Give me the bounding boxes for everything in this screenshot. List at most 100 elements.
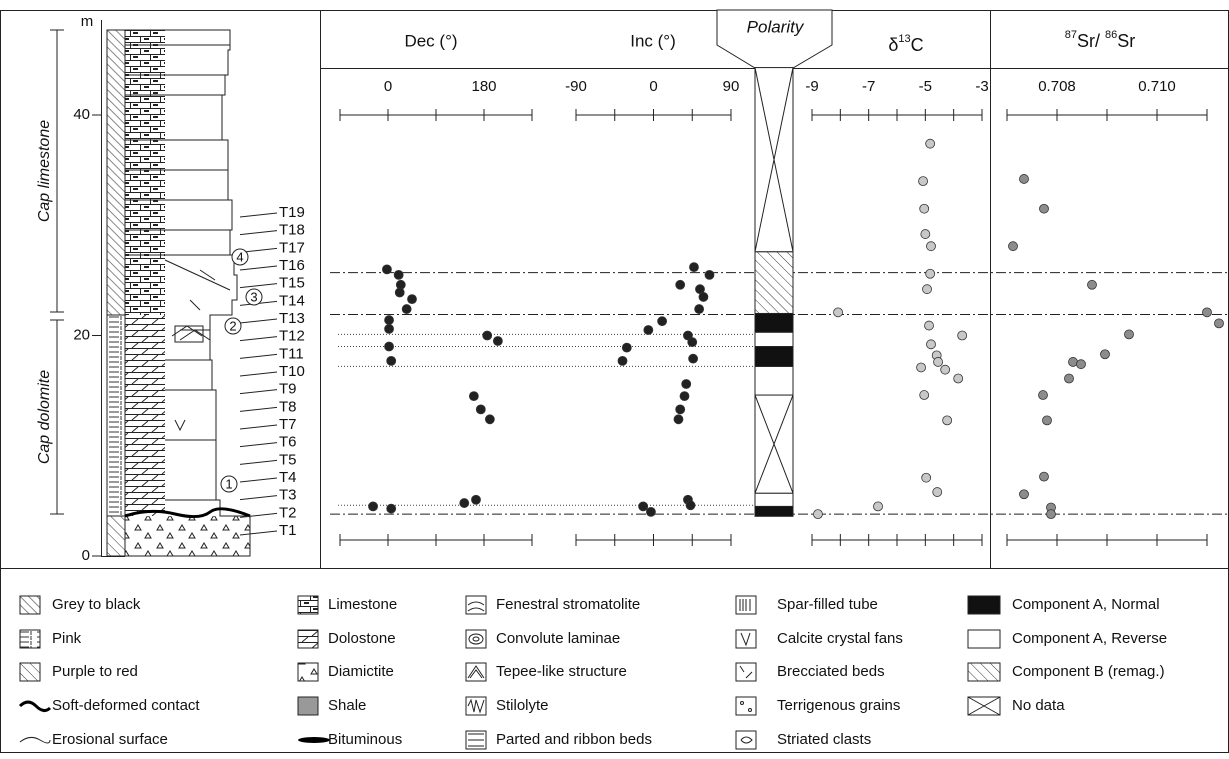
legend-icon xyxy=(19,629,41,649)
sample-leader xyxy=(239,495,278,501)
data-point xyxy=(673,414,684,425)
x-tick-label: -9 xyxy=(805,78,818,95)
data-point xyxy=(1214,318,1224,329)
sample-leader xyxy=(239,230,278,236)
no-data-cross xyxy=(754,394,794,494)
sample-leader xyxy=(239,318,278,324)
legend-label: Limestone xyxy=(328,596,397,613)
polarity-zone xyxy=(754,312,794,333)
data-point xyxy=(685,500,696,511)
legend-icon xyxy=(19,595,41,615)
legend-icon xyxy=(468,733,484,747)
sample-label: T7 xyxy=(279,416,297,433)
polarity-zone xyxy=(754,365,794,396)
legend-icon xyxy=(297,595,319,615)
data-point xyxy=(925,268,936,279)
data-point xyxy=(689,262,699,273)
sample-label: T2 xyxy=(279,504,297,521)
legend-icon xyxy=(298,737,330,743)
legend-label: Bituminous xyxy=(328,731,402,748)
sample-label: T18 xyxy=(279,222,305,239)
data-point xyxy=(468,391,479,402)
data-point xyxy=(932,487,943,497)
legend-icon xyxy=(465,629,487,649)
legend-label: Erosional surface xyxy=(52,731,168,748)
data-point xyxy=(617,355,628,366)
panel-title: Dec (°) xyxy=(404,31,457,50)
y-tick-label: 20 xyxy=(73,326,90,343)
title-part: C xyxy=(911,35,924,55)
sample-leader xyxy=(239,512,278,518)
title-superscript: 87 xyxy=(1065,29,1077,41)
data-point xyxy=(484,414,495,425)
legend-label: Fenestral stromatolite xyxy=(496,596,640,613)
sample-label: T5 xyxy=(279,451,297,468)
legend-icon xyxy=(967,696,1001,716)
legend-icon xyxy=(735,696,757,716)
data-point xyxy=(386,503,397,514)
unit-marker-label: 4 xyxy=(236,249,243,264)
unit-marker xyxy=(231,248,249,266)
data-point xyxy=(933,357,943,367)
legend-icon xyxy=(740,736,753,744)
y-tick-label: 0 xyxy=(82,547,90,564)
legend-label: Parted and ribbon beds xyxy=(496,731,652,748)
sample-label: T1 xyxy=(279,522,297,539)
unit-marker-label: 2 xyxy=(229,318,236,333)
sample-leader xyxy=(239,336,278,342)
sample-leader xyxy=(239,212,278,218)
unit-bracket xyxy=(50,29,64,313)
sample-label: T12 xyxy=(279,328,305,345)
sample-label: T4 xyxy=(279,469,297,486)
legend-icon xyxy=(748,708,752,712)
legend-icon xyxy=(740,632,751,647)
legend-label: Stilolyte xyxy=(496,697,549,714)
data-point xyxy=(646,506,656,517)
unit-marker xyxy=(245,288,263,306)
legend-icon xyxy=(467,665,485,679)
unit-marker-label: 1 xyxy=(225,476,232,491)
legend-icon xyxy=(739,665,753,679)
data-point xyxy=(919,203,930,214)
legend-icon xyxy=(297,696,319,716)
panel-title: 87Sr/ 86Sr xyxy=(1065,29,1136,51)
data-point xyxy=(384,323,394,334)
polarity-zone xyxy=(754,492,794,507)
legend-icon xyxy=(967,629,1001,649)
data-point xyxy=(925,138,936,149)
data-point xyxy=(957,330,968,341)
sample-leader xyxy=(239,353,278,359)
panel-title: Inc (°) xyxy=(630,31,676,50)
data-point xyxy=(393,269,404,280)
x-tick-label: -7 xyxy=(862,78,875,95)
sample-leader xyxy=(239,477,278,483)
title-part: Sr/ xyxy=(1077,31,1105,51)
unit-label-bg xyxy=(36,347,54,487)
x-tick-label: -5 xyxy=(919,78,932,95)
sample-label: T8 xyxy=(279,398,297,415)
legend-label: Shale xyxy=(328,697,366,714)
data-point xyxy=(921,472,932,483)
data-point xyxy=(679,391,690,402)
legend-label: Tepee-like structure xyxy=(496,663,627,680)
data-point xyxy=(386,355,397,366)
data-point xyxy=(953,373,964,384)
legend-label: Calcite crystal fans xyxy=(777,630,903,647)
data-point xyxy=(643,325,654,335)
legend-icon xyxy=(472,636,480,642)
sample-leader xyxy=(239,459,278,465)
sample-label: T11 xyxy=(279,345,304,362)
legend-label: Component A, Normal xyxy=(1012,596,1160,613)
legend-icon xyxy=(467,698,485,714)
x-tick-label: 0 xyxy=(649,78,657,95)
legend-icon xyxy=(468,633,484,645)
sample-label: T16 xyxy=(279,257,305,274)
legend-icon xyxy=(465,696,487,716)
sample-leader xyxy=(239,530,278,536)
data-point xyxy=(382,264,392,275)
data-point xyxy=(1042,415,1052,426)
data-point xyxy=(621,342,632,353)
data-point xyxy=(368,501,378,512)
title-superscript: 13 xyxy=(898,33,910,45)
